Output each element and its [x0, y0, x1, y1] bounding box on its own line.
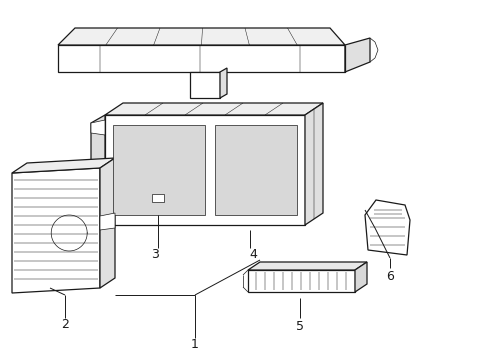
Polygon shape: [215, 125, 297, 215]
Text: 5: 5: [296, 320, 304, 333]
Polygon shape: [91, 115, 105, 225]
Polygon shape: [100, 158, 115, 288]
Polygon shape: [152, 194, 164, 202]
Polygon shape: [220, 68, 227, 98]
Polygon shape: [12, 158, 115, 173]
Polygon shape: [91, 120, 105, 135]
Polygon shape: [305, 103, 323, 225]
Polygon shape: [248, 270, 355, 292]
Polygon shape: [345, 38, 370, 72]
Polygon shape: [365, 200, 410, 255]
Polygon shape: [12, 168, 100, 293]
Polygon shape: [248, 262, 367, 270]
Text: 6: 6: [386, 270, 394, 283]
Polygon shape: [105, 115, 305, 225]
Text: 1: 1: [191, 338, 199, 351]
Polygon shape: [58, 28, 345, 45]
Text: 3: 3: [151, 248, 159, 261]
Polygon shape: [355, 262, 367, 292]
Text: 2: 2: [61, 319, 69, 332]
Polygon shape: [100, 213, 115, 230]
Text: 4: 4: [249, 248, 257, 261]
Polygon shape: [190, 72, 220, 98]
Polygon shape: [105, 103, 323, 115]
Polygon shape: [113, 125, 205, 215]
Polygon shape: [58, 45, 345, 72]
